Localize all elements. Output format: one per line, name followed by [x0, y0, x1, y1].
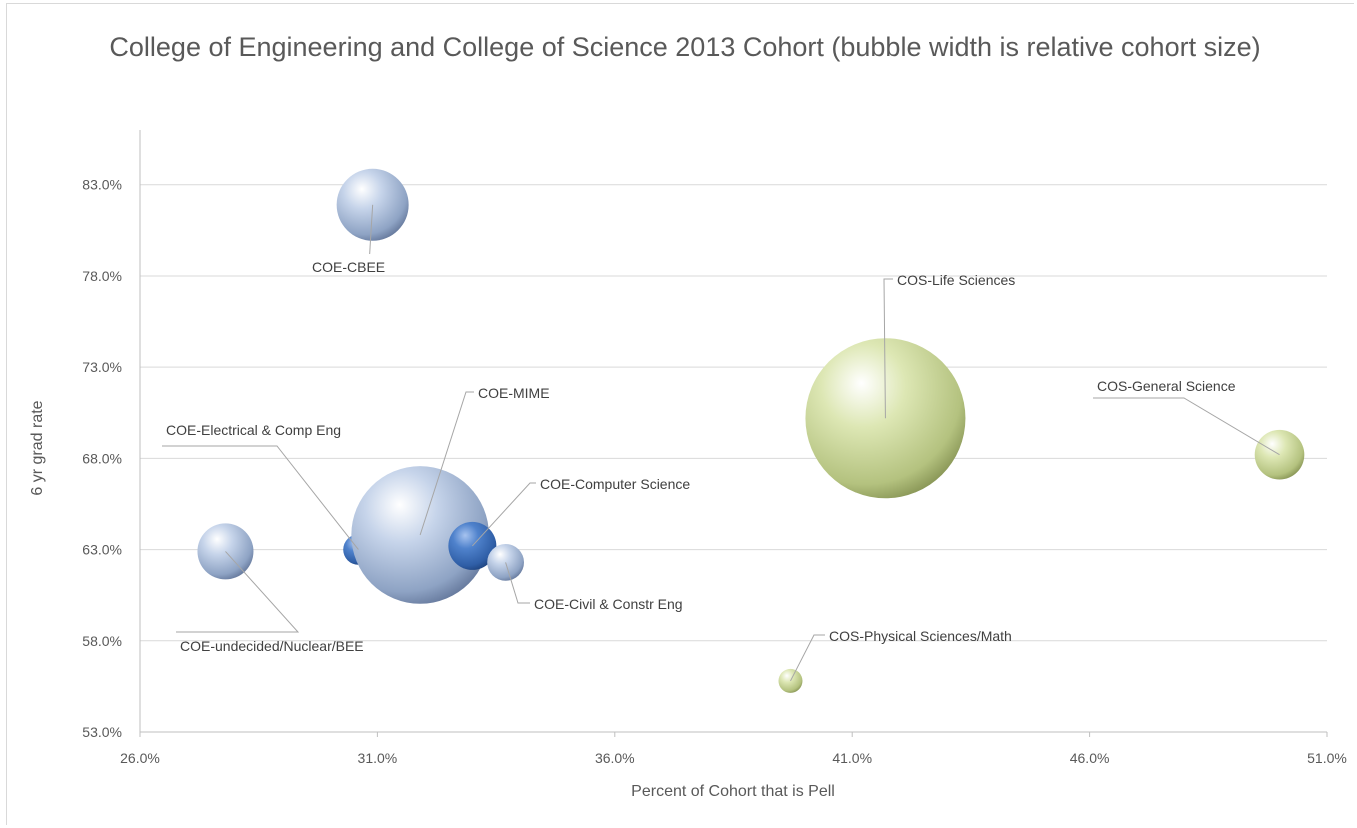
axes: 53.0% 58.0% 63.0% 68.0% 73.0% 78.0% 83.0% 26.0%… — [82, 130, 1347, 766]
leader-line — [471, 482, 536, 547]
y-tick-label: 83.0% — [82, 177, 122, 193]
x-tick-label: 36.0% — [595, 750, 635, 766]
bubble-label: COS-Physical Sciences/Math — [829, 628, 1012, 644]
x-tick-label: 26.0% — [120, 750, 160, 766]
bubble-label: COE-MIME — [478, 385, 550, 401]
leader-line — [790, 634, 825, 682]
x-tick-label: 41.0% — [832, 750, 872, 766]
bubble-label: COE-Computer Science — [540, 476, 690, 492]
y-tick-label: 63.0% — [82, 542, 122, 558]
bubble-label: COE-undecided/Nuclear/BEE — [180, 638, 364, 654]
x-tick-label: 46.0% — [1070, 750, 1110, 766]
leader-line — [419, 391, 474, 536]
bubble-label: COE-CBEE — [312, 259, 385, 275]
bubble-label: COS-Life Sciences — [897, 272, 1015, 288]
y-tick-label: 73.0% — [82, 359, 122, 375]
bubble-label: COE-Civil & Constr Eng — [534, 596, 683, 612]
y-tick-label: 78.0% — [82, 268, 122, 284]
bubbles — [197, 168, 1305, 693]
chart-frame — [6, 3, 1354, 825]
leader-line — [162, 445, 359, 550]
y-tick-label: 68.0% — [82, 450, 122, 466]
x-tick-label: 31.0% — [358, 750, 398, 766]
leader-line — [369, 204, 374, 255]
bubble-labels: COE-CBEE COE-undecided/Nuclear/BEE COE-Ele… — [162, 204, 1280, 682]
x-axis-title: Percent of Cohort that is Pell — [631, 783, 835, 800]
leader-line — [883, 278, 893, 419]
y-axis-title: 6 yr grad rate — [29, 400, 46, 495]
bubble-label: COE-Electrical & Comp Eng — [166, 422, 341, 438]
grid-lines — [140, 184, 1327, 642]
y-tick-label: 58.0% — [82, 633, 122, 649]
chart-title: College of Engineering and College of Sc… — [109, 32, 1261, 62]
leader-line — [505, 562, 530, 604]
x-tick-label: 51.0% — [1307, 750, 1347, 766]
bubble — [351, 466, 489, 604]
bubble-label: COS-General Science — [1097, 378, 1236, 394]
leader-line — [1093, 397, 1280, 456]
leader-line — [176, 551, 300, 633]
y-tick-label: 53.0% — [82, 724, 122, 740]
